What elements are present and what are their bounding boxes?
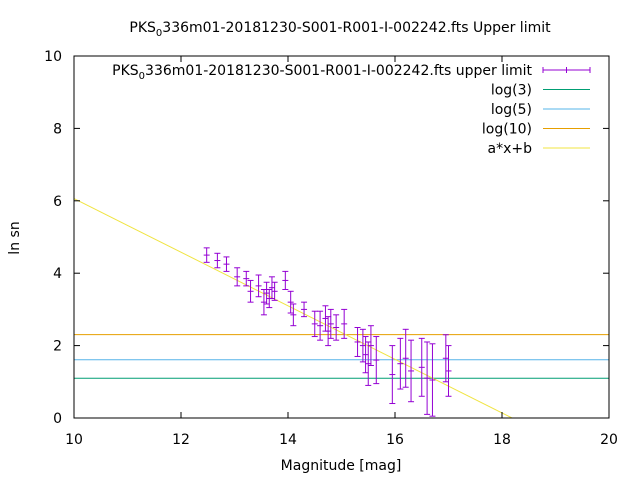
chart-title-sub: 0 [156, 28, 162, 39]
data-point-37 [445, 345, 452, 397]
legend-entry-1: log(3) [491, 83, 590, 99]
data-point-6 [255, 274, 262, 298]
y-tick-label-6: 6 [53, 194, 62, 210]
data-point-28 [373, 336, 380, 385]
y-tick-label-8: 8 [53, 121, 62, 137]
data-point-26 [365, 341, 372, 386]
x-tick-label-20: 20 [600, 432, 618, 448]
data-point-2 [223, 256, 230, 272]
data-point-27 [367, 325, 374, 367]
x-axis-label: Magnitude [mag] [281, 458, 402, 474]
data-point-19 [325, 316, 332, 347]
data-point-21 [333, 314, 340, 341]
legend-label-0: PKS0336m01-20181230-S001-R001-I-002242.f… [112, 63, 532, 82]
legend-entry-4: a*x+b [488, 141, 590, 157]
fit-line [74, 198, 514, 418]
data-point-25 [362, 336, 369, 374]
y-tick-label-10: 10 [44, 49, 62, 65]
y-tick-label-2: 2 [53, 339, 62, 355]
data-point-10 [268, 276, 275, 300]
data-point-32 [408, 339, 415, 403]
x-tick-label-18: 18 [493, 432, 511, 448]
plot-frame [73, 55, 610, 419]
data-point-20 [327, 308, 334, 339]
legend-label-3: log(10) [482, 122, 532, 138]
data-point-34 [424, 341, 431, 415]
data-point-8 [263, 281, 270, 305]
chart-title: PKS0336m01-20181230-S001-R001-I-002242.f… [129, 20, 551, 39]
legend-label-sub: 0 [139, 71, 145, 82]
data-point-1 [214, 252, 221, 269]
chart-title-main: PKS [129, 20, 156, 36]
data-point-30 [397, 337, 404, 390]
data-point-14 [290, 303, 297, 327]
data-point-18 [322, 305, 329, 332]
data-point-4 [243, 270, 250, 287]
legend-label-main: PKS [112, 63, 139, 79]
y-tick-label-0: 0 [53, 411, 62, 427]
data-point-24 [359, 328, 366, 363]
data-point-3 [234, 267, 241, 287]
data-point-11 [271, 281, 278, 301]
y-tick-label-4: 4 [53, 266, 62, 282]
data-point-5 [247, 279, 254, 303]
data-point-7 [260, 288, 267, 316]
legend-label-4: a*x+b [488, 141, 533, 157]
legend-entry-0: PKS0336m01-20181230-S001-R001-I-002242.f… [112, 63, 591, 82]
data-point-23 [354, 327, 361, 357]
data-point-16 [311, 310, 318, 338]
plot-area: 10 12 14 16 18 20 0 2 4 6 8 10 [44, 49, 618, 448]
data-point-31 [402, 328, 409, 388]
x-tick-label-16: 16 [386, 432, 404, 448]
data-point-17 [317, 310, 324, 341]
y-axis-label: ln sn [7, 221, 23, 254]
data-point-22 [341, 308, 348, 339]
data-point-36 [442, 334, 449, 383]
data-point-35 [429, 343, 436, 417]
legend-label-rest: 336m01-20181230-S001-R001-I-002242.fts u… [145, 63, 532, 79]
data-point-0 [203, 247, 210, 263]
x-tick-label-10: 10 [65, 432, 83, 448]
legend-entry-3: log(10) [482, 122, 590, 138]
chart-title-rest: 336m01-20181230-S001-R001-I-002242.fts U… [162, 20, 551, 36]
data-point-15 [301, 301, 308, 318]
data-point-12 [282, 270, 289, 290]
legend-label-1: log(3) [491, 83, 532, 99]
legend: PKS0336m01-20181230-S001-R001-I-002242.f… [112, 63, 591, 157]
data-point-13 [287, 290, 294, 314]
x-tick-label-12: 12 [172, 432, 190, 448]
legend-label-2: log(5) [491, 102, 532, 118]
legend-entry-2: log(5) [491, 102, 590, 118]
x-tick-label-14: 14 [279, 432, 297, 448]
data-point-29 [389, 345, 396, 405]
data-point-33 [418, 337, 425, 397]
